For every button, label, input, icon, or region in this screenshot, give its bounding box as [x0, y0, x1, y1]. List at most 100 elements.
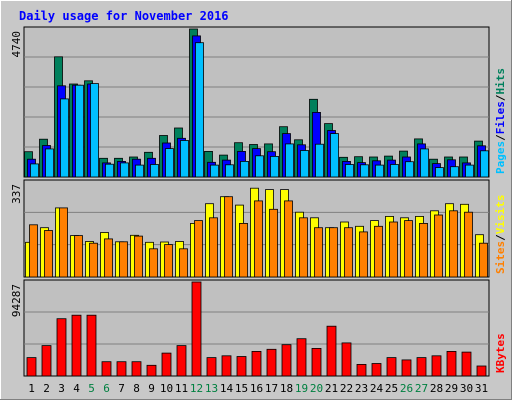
x-tick-label-day-30: 30: [460, 382, 473, 395]
series-legend-visits_sites: Sites/Visits: [494, 195, 507, 275]
bar-pages-day-8: [135, 164, 144, 178]
bar-kbytes-day-1: [26, 357, 37, 377]
x-tick-label-day-5: 5: [88, 382, 95, 395]
bar-sites-day-11: [179, 248, 188, 278]
bar-sites-day-1: [29, 224, 38, 278]
bar-sites-day-21: [329, 227, 338, 278]
ymax-label-kbytes: 94287: [10, 284, 23, 317]
bar-kbytes-day-4: [71, 314, 82, 377]
bar-pages-day-15: [240, 160, 249, 178]
bar-sites-day-28: [434, 214, 443, 278]
bar-kbytes-day-15: [236, 356, 247, 377]
bar-kbytes-day-26: [401, 359, 412, 377]
bar-kbytes-day-22: [341, 342, 352, 377]
bar-kbytes-day-11: [176, 345, 187, 377]
bar-sites-day-17: [269, 208, 278, 278]
bar-pages-day-14: [225, 164, 234, 178]
bar-kbytes-day-28: [431, 355, 442, 377]
bar-kbytes-day-2: [41, 345, 52, 377]
bar-sites-day-31: [479, 242, 488, 278]
bar-pages-day-23: [360, 164, 369, 178]
x-tick-label-day-7: 7: [118, 382, 125, 395]
legend-label: Files: [494, 101, 507, 134]
bar-pages-day-7: [120, 162, 129, 178]
bar-kbytes-day-7: [116, 361, 127, 377]
bar-kbytes-day-12: [191, 281, 202, 377]
bar-sites-day-3: [59, 207, 68, 278]
x-tick-label-day-20: 20: [310, 382, 323, 395]
bar-kbytes-day-23: [356, 363, 367, 377]
series-legend-hits_files_pages: Pages/Files/Hits: [494, 68, 507, 174]
bar-kbytes-day-24: [371, 363, 382, 377]
bar-sites-day-8: [134, 235, 143, 278]
ymax-label-hits_files_pages: 4740: [10, 31, 23, 58]
bar-pages-day-26: [405, 161, 414, 178]
bar-pages-day-20: [315, 143, 324, 178]
x-tick-label-day-2: 2: [43, 382, 50, 395]
series-legend-kbytes: KBytes: [494, 333, 507, 373]
bar-pages-day-11: [180, 140, 189, 178]
ymax-label-visits_sites: 337: [10, 184, 23, 204]
legend-label: Visits: [494, 195, 507, 235]
bar-kbytes-day-14: [221, 355, 232, 377]
bar-pages-day-22: [345, 164, 354, 178]
x-tick-label-day-3: 3: [58, 382, 65, 395]
bar-kbytes-day-13: [206, 357, 217, 377]
legend-label: /: [494, 134, 507, 141]
bar-pages-day-2: [45, 148, 54, 178]
bar-pages-day-18: [285, 143, 294, 178]
x-tick-label-day-9: 9: [148, 382, 155, 395]
bar-pages-day-1: [30, 163, 39, 178]
legend-label: /: [494, 234, 507, 241]
bar-pages-day-25: [390, 164, 399, 178]
bar-sites-day-10: [164, 244, 173, 278]
x-tick-label-day-1: 1: [28, 382, 35, 395]
bar-kbytes-day-3: [56, 318, 67, 377]
bar-sites-day-27: [419, 222, 428, 278]
chart-title: Daily usage for November 2016: [19, 9, 229, 23]
x-tick-label-day-10: 10: [160, 382, 173, 395]
bar-sites-day-19: [299, 217, 308, 278]
x-tick-label-day-25: 25: [385, 382, 398, 395]
bar-pages-day-27: [420, 148, 429, 178]
x-tick-label-day-27: 27: [415, 382, 428, 395]
x-tick-label-day-22: 22: [340, 382, 353, 395]
x-tick-label-day-11: 11: [175, 382, 188, 395]
bar-pages-day-21: [330, 133, 339, 178]
bar-sites-day-12: [194, 220, 203, 278]
x-tick-label-day-17: 17: [265, 382, 278, 395]
bar-sites-day-20: [314, 227, 323, 278]
x-tick-label-day-26: 26: [400, 382, 413, 395]
bar-kbytes-day-19: [296, 338, 307, 377]
x-tick-label-day-15: 15: [235, 382, 248, 395]
x-tick-label-day-21: 21: [325, 382, 338, 395]
x-tick-label-day-13: 13: [205, 382, 218, 395]
x-tick-label-day-12: 12: [190, 382, 203, 395]
bar-pages-day-16: [255, 155, 264, 178]
x-tick-label-day-31: 31: [475, 382, 488, 395]
bar-sites-day-15: [239, 222, 248, 278]
bar-kbytes-day-30: [461, 351, 472, 377]
bar-kbytes-day-20: [311, 347, 322, 377]
bar-kbytes-day-8: [131, 361, 142, 377]
bar-kbytes-day-18: [281, 344, 292, 377]
bar-pages-day-24: [375, 164, 384, 178]
bar-pages-day-4: [75, 84, 84, 178]
bar-sites-day-9: [149, 248, 158, 278]
bar-pages-day-10: [165, 148, 174, 178]
bar-pages-day-3: [60, 98, 69, 178]
bar-kbytes-day-6: [101, 361, 112, 377]
x-tick-label-day-6: 6: [103, 382, 110, 395]
bar-sites-day-25: [389, 221, 398, 278]
bar-kbytes-day-29: [446, 350, 457, 377]
bar-sites-day-16: [254, 200, 263, 278]
legend-label: /: [494, 94, 507, 101]
bar-kbytes-day-17: [266, 348, 277, 377]
bar-kbytes-day-10: [161, 352, 172, 377]
bar-pages-day-5: [90, 83, 99, 178]
x-tick-label-day-4: 4: [73, 382, 80, 395]
x-tick-label-day-19: 19: [295, 382, 308, 395]
bar-kbytes-day-31: [476, 365, 487, 377]
bar-sites-day-26: [404, 220, 413, 278]
